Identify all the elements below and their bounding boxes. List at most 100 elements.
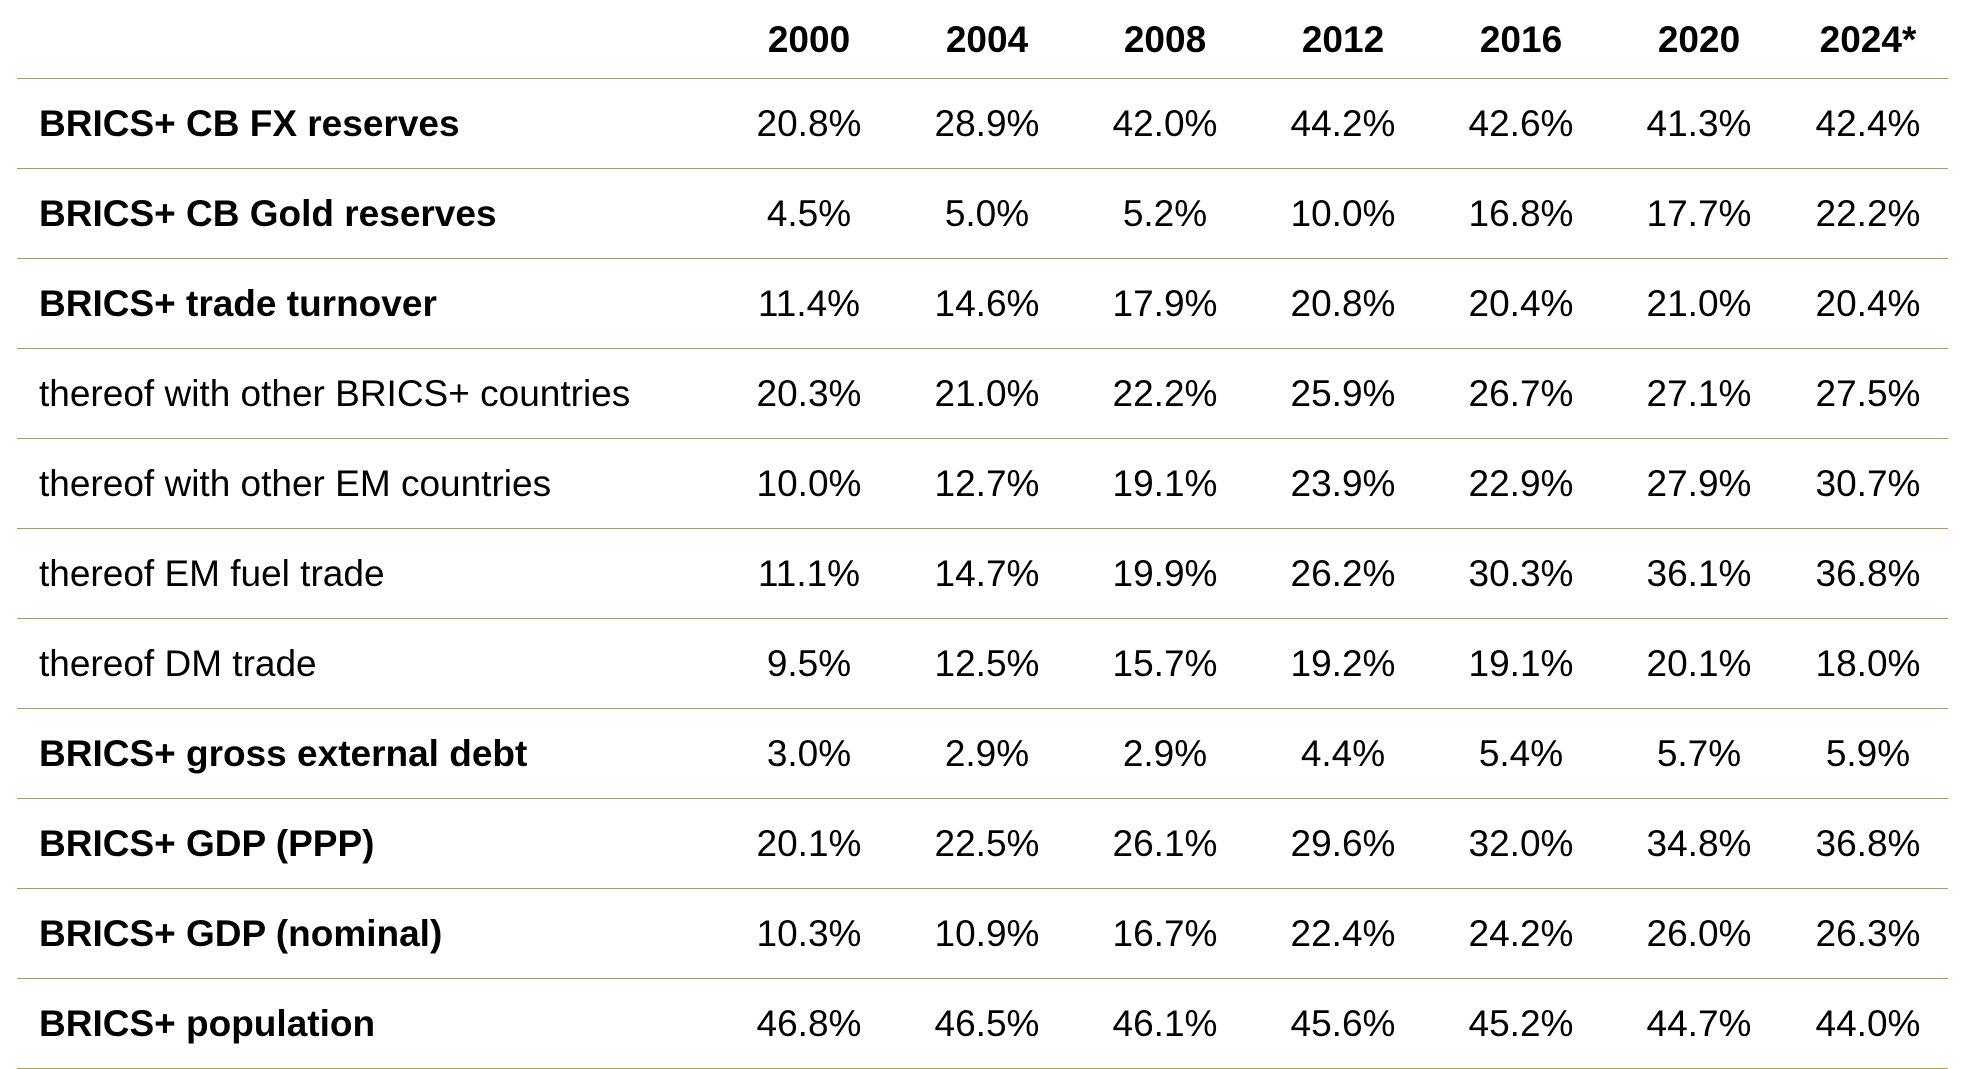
column-header: 2000 <box>767 19 851 60</box>
row-label: BRICS+ CB FX reserves <box>17 78 720 169</box>
table-cell: 11.4% <box>720 258 898 349</box>
table-cell: 36.8% <box>1788 528 1948 619</box>
table-row: thereof with other BRICS+ countries 20.3%… <box>17 348 1948 439</box>
header-row: 2000 2004 2008 2012 2016 2020 2024* <box>17 0 1948 79</box>
table-cell: 32.0% <box>1432 798 1610 889</box>
table-cell: 5.4% <box>1432 708 1610 799</box>
table-cell: 5.7% <box>1610 708 1788 799</box>
table-cell: 30.3% <box>1432 528 1610 619</box>
table-cell: 36.8% <box>1788 798 1948 889</box>
row-label: thereof EM fuel trade <box>17 528 720 619</box>
table-cell: 19.2% <box>1254 618 1432 709</box>
column-header: 2012 <box>1301 19 1385 60</box>
table-cell: 5.2% <box>1076 168 1254 259</box>
table-row: BRICS+ population 46.8% 46.5% 46.1% 45.6% 45.… <box>17 978 1948 1069</box>
table-cell: 26.3% <box>1788 888 1948 979</box>
table-cell: 22.9% <box>1432 438 1610 529</box>
table-cell: 12.7% <box>898 438 1076 529</box>
table-cell: 5.0% <box>898 168 1076 259</box>
table-cell: 42.0% <box>1076 78 1254 169</box>
table-cell: 10.9% <box>898 888 1076 979</box>
table-row: BRICS+ GDP (nominal) 10.3% 10.9% 16.7% 22.4%… <box>17 888 1948 979</box>
table-cell: 36.1% <box>1610 528 1788 619</box>
table-cell: 42.4% <box>1788 78 1948 169</box>
table-cell: 26.2% <box>1254 528 1432 619</box>
table-cell: 26.0% <box>1610 888 1788 979</box>
table-cell: 41.3% <box>1610 78 1788 169</box>
table-cell: 14.6% <box>898 258 1076 349</box>
table-cell: 2.9% <box>898 708 1076 799</box>
table-cell: 20.1% <box>1610 618 1788 709</box>
table-cell: 22.2% <box>1788 168 1948 259</box>
table-cell: 14.7% <box>898 528 1076 619</box>
column-header: 2008 <box>1123 19 1207 60</box>
table-cell: 15.7% <box>1076 618 1254 709</box>
table-cell: 29.6% <box>1254 798 1432 889</box>
header-label-cell <box>17 0 720 79</box>
table-row: thereof EM fuel trade 11.1% 14.7% 19.9% 26.2… <box>17 528 1948 619</box>
table-cell: 17.7% <box>1610 168 1788 259</box>
brics-share-table-container: 2000 2004 2008 2012 2016 2020 2024* BRICS+ CB … <box>17 0 1948 1069</box>
row-label: BRICS+ gross external debt <box>17 708 720 799</box>
table-cell: 34.8% <box>1610 798 1788 889</box>
row-label: thereof with other BRICS+ countries <box>17 348 720 439</box>
row-label: BRICS+ trade turnover <box>17 258 720 349</box>
table-cell: 21.0% <box>1610 258 1788 349</box>
table-body: BRICS+ CB FX reserves 20.8% 28.9% 42.0% 44.2… <box>17 78 1948 1069</box>
row-label: BRICS+ GDP (PPP) <box>17 798 720 889</box>
table-cell: 28.9% <box>898 78 1076 169</box>
table-cell: 5.9% <box>1788 708 1948 799</box>
table-cell: 4.5% <box>720 168 898 259</box>
table-row: thereof with other EM countries 10.0% 12.7… <box>17 438 1948 529</box>
table-cell: 2.9% <box>1076 708 1254 799</box>
table-cell: 25.9% <box>1254 348 1432 439</box>
table-row: BRICS+ gross external debt 3.0% 2.9% 2.9% 4.… <box>17 708 1948 799</box>
column-header: 2004 <box>945 19 1029 60</box>
table-cell: 21.0% <box>898 348 1076 439</box>
table-cell: 16.8% <box>1432 168 1610 259</box>
row-label: thereof DM trade <box>17 618 720 709</box>
table-cell: 12.5% <box>898 618 1076 709</box>
table-cell: 18.0% <box>1788 618 1948 709</box>
table-cell: 20.4% <box>1432 258 1610 349</box>
table-cell: 10.0% <box>720 438 898 529</box>
table-cell: 19.9% <box>1076 528 1254 619</box>
table-cell: 26.1% <box>1076 798 1254 889</box>
table-cell: 23.9% <box>1254 438 1432 529</box>
table-cell: 22.4% <box>1254 888 1432 979</box>
row-label: BRICS+ population <box>17 978 720 1069</box>
brics-share-table: 2000 2004 2008 2012 2016 2020 2024* BRICS+ CB … <box>17 0 1948 1069</box>
table-cell: 16.7% <box>1076 888 1254 979</box>
table-cell: 20.4% <box>1788 258 1948 349</box>
column-header: 2020 <box>1657 19 1741 60</box>
table-cell: 44.2% <box>1254 78 1432 169</box>
table-cell: 44.7% <box>1610 978 1788 1069</box>
table-row: BRICS+ CB Gold reserves 4.5% 5.0% 5.2% 10.0%… <box>17 168 1948 259</box>
table-cell: 10.0% <box>1254 168 1432 259</box>
table-cell: 44.0% <box>1788 978 1948 1069</box>
column-header: 2016 <box>1479 19 1563 60</box>
table-cell: 22.5% <box>898 798 1076 889</box>
table-cell: 46.5% <box>898 978 1076 1069</box>
table-cell: 22.2% <box>1076 348 1254 439</box>
table-cell: 27.9% <box>1610 438 1788 529</box>
table-cell: 20.1% <box>720 798 898 889</box>
row-label: thereof with other EM countries <box>17 438 720 529</box>
table-cell: 20.8% <box>1254 258 1432 349</box>
table-cell: 11.1% <box>720 528 898 619</box>
row-label: BRICS+ CB Gold reserves <box>17 168 720 259</box>
table-cell: 19.1% <box>1076 438 1254 529</box>
table-cell: 45.2% <box>1432 978 1610 1069</box>
table-cell: 20.3% <box>720 348 898 439</box>
table-cell: 27.5% <box>1788 348 1948 439</box>
table-cell: 26.7% <box>1432 348 1610 439</box>
table-cell: 10.3% <box>720 888 898 979</box>
table-row: BRICS+ trade turnover 11.4% 14.6% 17.9% 20.8… <box>17 258 1948 349</box>
table-cell: 3.0% <box>720 708 898 799</box>
table-row: BRICS+ CB FX reserves 20.8% 28.9% 42.0% 44.2… <box>17 78 1948 169</box>
table-cell: 17.9% <box>1076 258 1254 349</box>
row-label: BRICS+ GDP (nominal) <box>17 888 720 979</box>
table-cell: 9.5% <box>720 618 898 709</box>
table-cell: 30.7% <box>1788 438 1948 529</box>
table-cell: 4.4% <box>1254 708 1432 799</box>
